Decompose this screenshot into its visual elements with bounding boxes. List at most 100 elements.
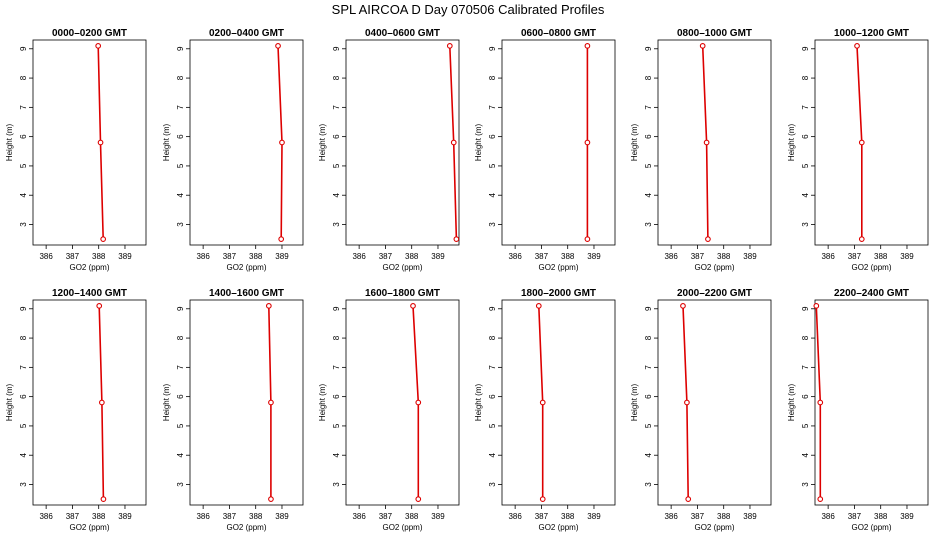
panel-0: 0000–0200 GMT 386 387 388 389 3 4 5 6 7 8 9 GO2 (ppm… (5, 28, 147, 272)
panel-2: 0400–0600 GMT 386 387 388 389 3 4 5 6 7 8 9 GO2 (ppm… (318, 28, 460, 272)
y-tick-label: 4 (19, 452, 28, 457)
x-tick-label: 386 (352, 512, 366, 521)
data-point (268, 496, 274, 502)
x-tick-label: 386 (821, 252, 835, 261)
data-point (275, 43, 281, 49)
plot-frame (657, 299, 772, 506)
y-tick-label: 8 (176, 335, 185, 340)
y-tick-label: 4 (488, 452, 497, 457)
y-tick-label: 7 (332, 105, 341, 110)
x-tick-label: 389 (431, 252, 445, 261)
x-tick-label: 387 (691, 252, 705, 261)
plot-frame (814, 39, 929, 246)
data-point (279, 139, 285, 146)
y-tick-label: 6 (19, 134, 28, 139)
y-tick-label: 9 (644, 46, 653, 51)
x-tick-label: 388 (561, 252, 575, 261)
panel-title: 1400–1600 GMT (209, 288, 284, 299)
y-tick-label: 4 (801, 192, 810, 197)
panel-9: 1800–2000 GMT 386 387 388 389 3 4 5 6 7 8 9 GO2 (ppm… (474, 288, 616, 532)
y-axis-label: Height (m) (474, 123, 483, 161)
y-tick-label: 5 (19, 163, 28, 168)
x-axis-label: GO2 (ppm) (851, 263, 891, 272)
y-tick-label: 3 (332, 222, 341, 227)
x-axis-label: GO2 (ppm) (694, 523, 734, 532)
plot-frame (32, 299, 147, 506)
x-tick-label: 388 (561, 512, 575, 521)
y-tick-label: 9 (488, 306, 497, 311)
data-point (95, 43, 102, 49)
y-tick-label: 5 (488, 163, 497, 168)
data-point (96, 303, 103, 309)
panel-title: 1600–1800 GMT (365, 288, 440, 299)
x-tick-label: 386 (352, 252, 366, 261)
y-axis-label: Height (m) (630, 383, 639, 421)
y-tick-label: 3 (332, 482, 341, 487)
y-tick-label: 3 (19, 222, 28, 227)
y-tick-label: 6 (644, 394, 653, 399)
data-point (268, 399, 274, 406)
data-point (685, 496, 692, 502)
x-tick-label: 387 (379, 252, 393, 261)
x-axis-label: GO2 (ppm) (69, 523, 109, 532)
data-point (450, 139, 457, 146)
y-axis-label: Height (m) (162, 383, 171, 421)
x-tick-label: 389 (743, 252, 757, 261)
x-tick-label: 389 (275, 512, 289, 521)
y-tick-label: 3 (644, 482, 653, 487)
y-tick-label: 4 (176, 452, 185, 457)
x-tick-label: 387 (66, 252, 80, 261)
x-tick-label: 386 (196, 512, 210, 521)
plot-frame (189, 39, 304, 246)
y-tick-label: 5 (332, 423, 341, 428)
plot-frame (657, 39, 772, 246)
y-tick-label: 9 (801, 46, 810, 51)
data-point (539, 496, 546, 502)
x-tick-label: 387 (848, 512, 862, 521)
x-axis-label: GO2 (ppm) (382, 263, 422, 272)
x-tick-label: 388 (874, 252, 888, 261)
x-tick-label: 388 (405, 252, 419, 261)
y-axis-label: Height (m) (5, 383, 14, 421)
panel-4: 0800–1000 GMT 386 387 388 389 3 4 5 6 7 8 9 GO2 (ppm… (630, 28, 772, 272)
x-axis-label: GO2 (ppm) (538, 523, 578, 532)
y-tick-label: 7 (801, 365, 810, 370)
plot-frame (501, 299, 616, 506)
panel-title: 0000–0200 GMT (52, 28, 127, 39)
y-tick-label: 9 (332, 306, 341, 311)
x-tick-label: 388 (717, 512, 731, 521)
y-tick-label: 9 (332, 46, 341, 51)
y-tick-label: 9 (19, 46, 28, 51)
x-tick-label: 389 (587, 512, 601, 521)
y-tick-label: 4 (801, 452, 810, 457)
x-tick-label: 388 (249, 252, 263, 261)
x-axis-label: GO2 (ppm) (538, 263, 578, 272)
y-tick-label: 5 (488, 423, 497, 428)
data-point (817, 399, 824, 406)
y-axis-label: Height (m) (787, 383, 796, 421)
y-axis-label: Height (m) (162, 123, 171, 161)
plot-frame (814, 299, 929, 506)
x-axis-label: GO2 (ppm) (226, 523, 266, 532)
y-tick-label: 7 (176, 105, 185, 110)
figure-title: SPL AIRCOA D Day 070506 Calibrated Profi… (331, 2, 605, 17)
x-tick-label: 388 (92, 252, 106, 261)
data-point (453, 236, 460, 242)
x-tick-label: 386 (821, 512, 835, 521)
y-tick-label: 9 (801, 306, 810, 311)
y-tick-label: 6 (332, 134, 341, 139)
data-point (415, 496, 422, 502)
y-axis-label: Height (m) (318, 383, 327, 421)
y-tick-label: 9 (644, 306, 653, 311)
y-axis-label: Height (m) (787, 123, 796, 161)
y-tick-label: 6 (488, 134, 497, 139)
y-tick-label: 4 (644, 192, 653, 197)
x-tick-label: 386 (664, 512, 678, 521)
plot-frame (345, 299, 460, 506)
x-tick-label: 387 (66, 512, 80, 521)
x-tick-label: 389 (900, 252, 914, 261)
x-axis-label: GO2 (ppm) (226, 263, 266, 272)
y-tick-label: 3 (801, 482, 810, 487)
y-tick-label: 7 (644, 105, 653, 110)
data-point (99, 399, 105, 406)
